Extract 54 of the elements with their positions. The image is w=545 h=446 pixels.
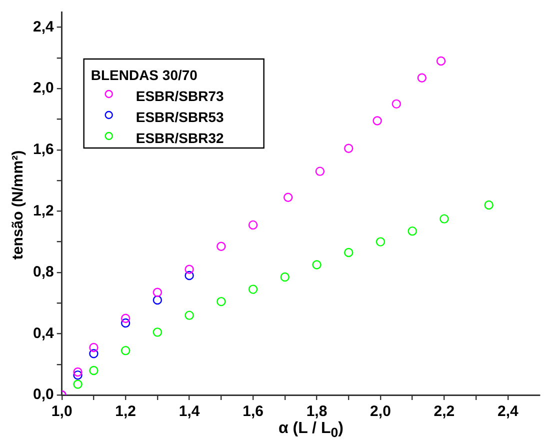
- point: [392, 99, 402, 109]
- point: [152, 288, 162, 297]
- y-tick-label: 0,0: [32, 386, 54, 404]
- point: [152, 328, 162, 337]
- point: [120, 318, 130, 328]
- point: [417, 73, 427, 82]
- x-tick-label: 2,2: [434, 403, 455, 420]
- point: [89, 342, 98, 352]
- point: [73, 367, 82, 377]
- point: [184, 310, 194, 320]
- point: [73, 370, 82, 380]
- point: [120, 314, 130, 323]
- y-tick-label: 0,8: [32, 264, 54, 281]
- point: [216, 296, 226, 306]
- y-axis-title: tensão (N/mm²): [10, 150, 26, 260]
- point: [73, 380, 82, 389]
- y-tick-label: 1,2: [32, 202, 54, 220]
- point: [184, 264, 194, 274]
- x-tick-label: 2,4: [498, 403, 520, 420]
- y-tick-label: 2,4: [32, 18, 54, 36]
- point: [344, 144, 354, 153]
- point: [283, 192, 293, 202]
- x-tick-label: 1,0: [51, 403, 72, 420]
- point: [152, 295, 162, 305]
- point: [248, 284, 258, 294]
- point: [312, 260, 322, 270]
- point: [436, 56, 446, 66]
- point: [89, 349, 98, 358]
- point: [89, 366, 98, 376]
- legend-title: BLENDAS 30/70: [90, 66, 198, 83]
- y-tick-label: 2,0: [32, 80, 54, 97]
- legend-label: ESBR/SBR32: [136, 130, 224, 146]
- point: [315, 166, 325, 176]
- point: [344, 248, 354, 258]
- y-tick-label: 1,6: [32, 141, 54, 158]
- point: [372, 116, 382, 126]
- point: [216, 242, 226, 251]
- point: [248, 220, 258, 230]
- point: [440, 214, 449, 224]
- point: [376, 237, 386, 246]
- legend-label: ESBR/SBR53: [136, 108, 224, 125]
- point: [280, 272, 290, 282]
- y-tick-label: 0,4: [32, 324, 54, 342]
- x-tick-label: 1,2: [115, 403, 136, 420]
- x-tick-label: 1,8: [306, 403, 328, 420]
- x-tick-label: 1,6: [242, 403, 264, 420]
- point: [184, 270, 194, 280]
- point: [120, 346, 130, 356]
- legend-label: ESBR/SBR73: [136, 88, 224, 104]
- x-tick-label: 1,4: [178, 403, 200, 420]
- x-tick-label: 2,0: [370, 403, 391, 420]
- point: [408, 226, 417, 236]
- point: [484, 200, 494, 210]
- x-axis-title: α (L / L$_{0}$): [278, 420, 344, 440]
